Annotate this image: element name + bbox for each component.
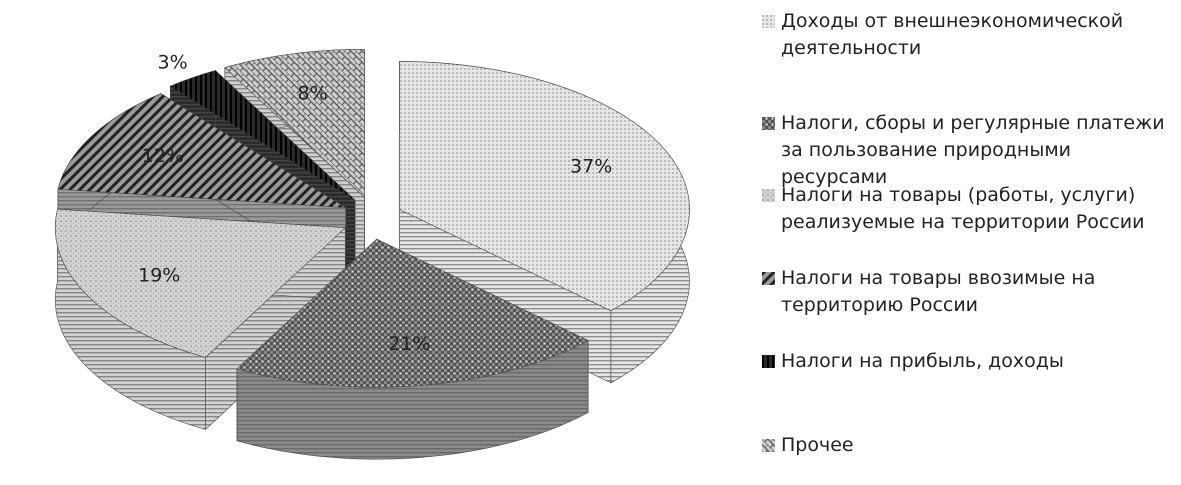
legend-item: Налоги на товары ввозимые на территорию … (762, 265, 1177, 319)
data-label: 19% (138, 265, 180, 287)
legend-swatch (762, 15, 775, 28)
legend-label: Налоги на товары (работы, услуги) реализ… (781, 184, 1145, 233)
legend-item: Налоги на товары (работы, услуги) реализ… (762, 182, 1177, 236)
data-label: 8% (298, 83, 328, 105)
legend-label: Налоги на прибыль, доходы (781, 350, 1064, 372)
legend-item: Налоги на прибыль, доходы (762, 348, 1177, 375)
slice-pattern (236, 239, 589, 388)
slice-pattern (55, 209, 346, 358)
legend-swatch (762, 355, 775, 368)
legend-swatch (762, 439, 775, 452)
legend-label: Доходы от внешнеэкономической деятельнос… (781, 10, 1124, 59)
legend-pattern (762, 272, 775, 285)
legend-pattern (762, 439, 775, 452)
legend-pattern (762, 189, 775, 202)
slice-tops (55, 48, 690, 388)
data-label: 12% (142, 145, 184, 167)
slice-wall-pattern (236, 340, 589, 460)
data-label: 37% (570, 156, 612, 178)
legend-label: Налоги, сборы и регулярные платежи за по… (781, 112, 1165, 188)
legend-label: Налоги на товары ввозимые на территорию … (781, 267, 1096, 316)
data-label: 21% (388, 333, 430, 355)
slice-pattern (224, 49, 365, 198)
slice-wall-pattern (55, 209, 206, 430)
legend-swatch (762, 117, 775, 130)
legend-label: Прочее (781, 434, 854, 456)
slice-pattern (57, 93, 346, 208)
legend-item: Налоги, сборы и регулярные платежи за по… (762, 110, 1177, 191)
legend-item: Доходы от внешнеэкономической деятельнос… (762, 8, 1177, 62)
legend-pattern (762, 15, 775, 28)
legend-pattern (762, 117, 775, 130)
pie-area: 37% 21% 19% 12% 3% 8% (54, 48, 690, 460)
legend-swatch (762, 189, 775, 202)
legend-item: Прочее (762, 432, 1177, 459)
slice-pattern (170, 70, 356, 201)
legend-pattern (762, 355, 775, 368)
data-label: 3% (157, 52, 187, 74)
slice-pattern (399, 61, 690, 311)
legend-swatch (762, 272, 775, 285)
